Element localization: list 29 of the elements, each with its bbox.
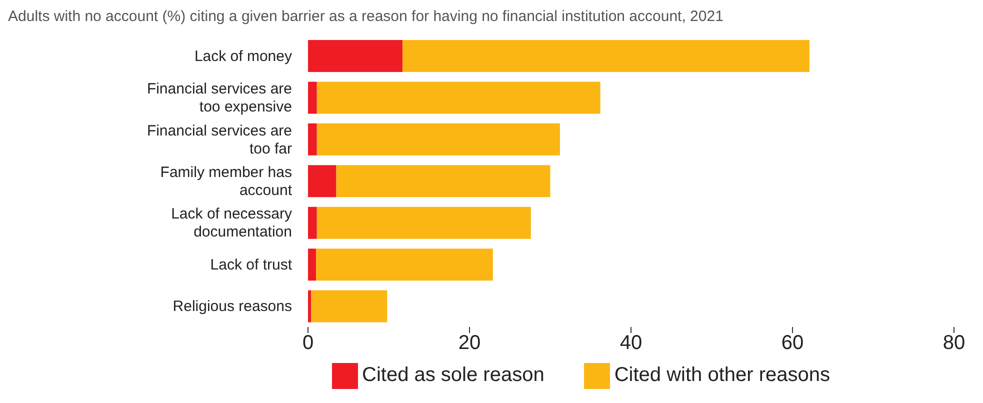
x-tick-label: 60 [781,332,804,354]
legend-label: Cited with other reasons [614,364,830,386]
bar [316,82,600,114]
y-tick-label: Financial services are too far [146,122,292,157]
y-tick-label: Family member has account [160,164,293,198]
bar [402,40,810,72]
x-tick-label: 0 [302,332,314,354]
y-tick-label: Lack of money [194,47,292,64]
y-tick-label: Lack of trust [210,256,293,273]
legend-label: Cited as sole reason [362,364,544,386]
chart-title: Adults with no account (%) citing a given barrier as a reason for having no financial institution account, 2021 [8,8,724,25]
bar [308,248,316,281]
bar [316,248,493,281]
y-tick-label: Lack of necessary documentation [171,205,292,240]
y-tick-label: Financial services are too expensive [146,80,292,116]
bar [336,165,550,198]
bar [308,206,317,239]
bar [308,165,336,198]
bar [308,290,312,322]
x-tick-label: 20 [458,332,481,354]
bar [316,206,531,239]
x-tick-label: 80 [942,332,966,354]
bar [316,123,560,156]
bar [308,123,317,156]
bar [308,82,317,114]
x-tick-label: 40 [620,332,642,354]
bar [308,40,402,72]
y-tick-label: Religious reasons [172,298,292,315]
bar [311,290,388,322]
